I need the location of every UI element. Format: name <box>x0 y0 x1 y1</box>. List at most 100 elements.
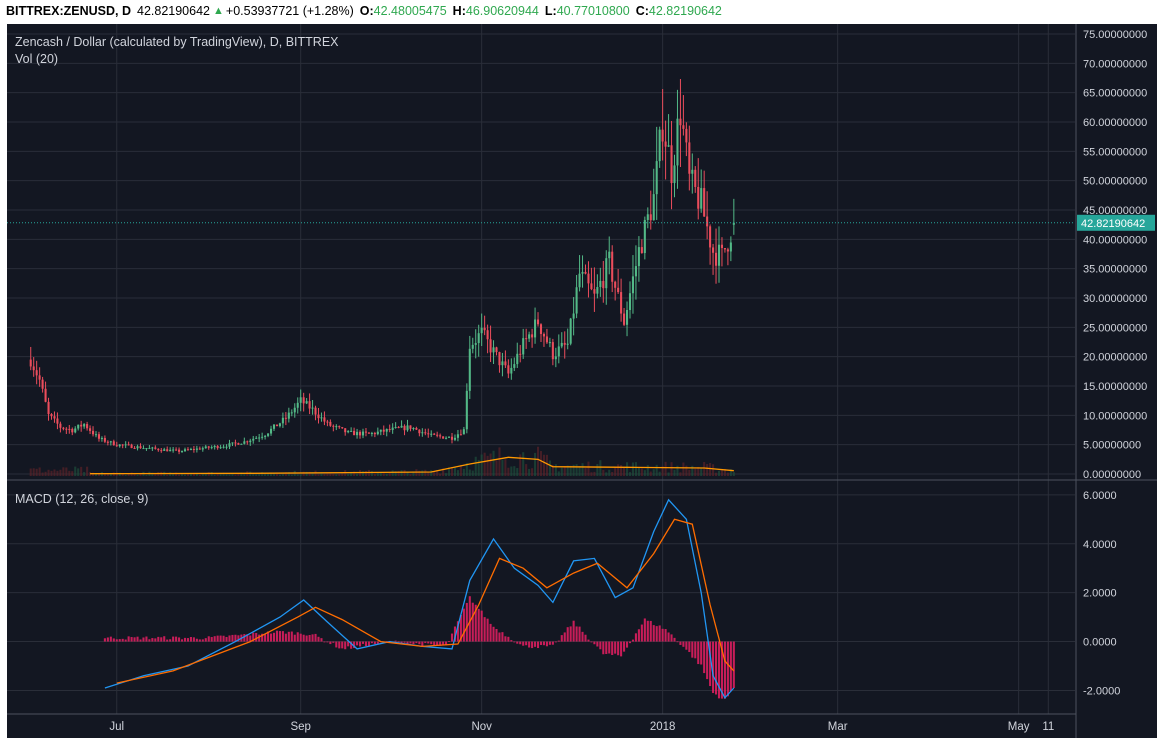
candle-body <box>201 448 204 450</box>
candle-body <box>103 437 106 442</box>
volume-bar <box>522 452 525 476</box>
volume-bar <box>29 468 32 476</box>
candle-body <box>329 421 332 426</box>
candle-body <box>572 313 575 319</box>
volume-bar <box>403 469 406 476</box>
candle-body <box>717 244 721 266</box>
candle-body <box>59 423 62 428</box>
macd-histogram-bar <box>103 638 106 642</box>
macd-histogram-bar <box>706 641 709 680</box>
volume-bar <box>465 463 468 476</box>
macd-histogram-bar <box>258 634 261 642</box>
open-value: 42.48005475 <box>373 4 447 18</box>
candle-body <box>726 249 729 252</box>
candle-body <box>551 342 554 360</box>
macd-histogram-bar <box>471 602 474 642</box>
chart-area[interactable]: 75.00000000 70.00000000 65.00000000 60.0000… <box>7 24 1157 738</box>
candle-body <box>323 417 326 422</box>
volume-bar <box>240 472 243 476</box>
candle-body <box>373 432 376 435</box>
volume-bar <box>649 471 652 476</box>
candle-body <box>388 428 391 430</box>
volume-bar <box>231 473 234 476</box>
volume-bar <box>115 472 118 476</box>
volume-bar <box>62 467 65 476</box>
volume-bar <box>364 471 368 476</box>
candle-body <box>631 276 635 294</box>
volume-bar <box>679 472 682 476</box>
macd-histogram-bar <box>189 636 192 642</box>
candle-body <box>643 219 646 254</box>
price-tick-label: 0.00000000 <box>1083 469 1141 481</box>
macd-histogram-bar <box>219 635 222 642</box>
volume-bar <box>178 474 181 476</box>
candle-body <box>498 352 501 366</box>
candle-body <box>581 271 584 274</box>
volume-bar <box>272 473 276 476</box>
volume-bar <box>136 474 139 476</box>
macd-histogram-bar <box>447 640 451 642</box>
candle-body <box>430 433 433 435</box>
candle-body <box>424 432 427 434</box>
volume-bar <box>213 474 216 476</box>
candle-body <box>385 428 388 432</box>
candle-body <box>80 424 83 427</box>
macd-histogram-bar <box>551 641 554 645</box>
volume-bar <box>554 464 557 476</box>
volume-bar <box>590 472 593 476</box>
candle-body <box>403 425 406 431</box>
candle-body <box>507 365 510 374</box>
macd-histogram-bar <box>412 641 415 645</box>
macd-histogram-bar <box>213 636 216 642</box>
macd-histogram-bar <box>169 639 172 642</box>
candle-body <box>661 129 664 142</box>
macd-histogram-bar <box>510 640 513 642</box>
candle-body <box>685 128 688 143</box>
macd-histogram-bar <box>545 641 548 647</box>
candle-body <box>130 444 133 448</box>
chart-svg[interactable]: 75.00000000 70.00000000 65.00000000 60.0000… <box>7 24 1157 738</box>
candle-body <box>216 446 219 449</box>
candle-body <box>664 141 667 147</box>
volume-bar <box>406 471 409 476</box>
macd-histogram-bar <box>415 641 418 644</box>
volume-bar <box>204 473 207 476</box>
macd-histogram-bar <box>584 634 587 642</box>
candle-body <box>723 248 726 250</box>
candle-body <box>634 266 637 277</box>
volume-bar <box>412 472 415 476</box>
macd-histogram-bar <box>720 641 724 699</box>
candle-body <box>394 426 397 428</box>
candle-body <box>115 445 118 447</box>
volume-bar <box>584 468 587 476</box>
macd-histogram-bar <box>109 636 112 642</box>
macd-histogram-bar <box>261 633 264 642</box>
macd-histogram-bar <box>394 640 397 642</box>
volume-bar <box>278 474 281 476</box>
macd-histogram-bar <box>717 641 721 699</box>
candle-body <box>71 428 74 433</box>
low-value: 40.77010800 <box>556 4 630 18</box>
candle-body <box>406 425 409 431</box>
candle-body <box>109 441 112 443</box>
price-tick-label: 20.00000000 <box>1083 352 1147 364</box>
volume-bar <box>382 473 385 476</box>
volume-bar <box>504 459 507 476</box>
volume-bar <box>216 473 219 476</box>
candle-body <box>625 309 629 325</box>
volume-bar <box>732 472 735 476</box>
macd-histogram-bar <box>605 641 608 655</box>
volume-bar <box>409 474 412 476</box>
candle-body <box>163 449 166 451</box>
price-tick-label: 5.00000000 <box>1083 440 1141 452</box>
macd-histogram-bar <box>462 608 465 642</box>
volume-bar <box>593 471 596 476</box>
volume-bar <box>127 474 130 476</box>
volume-bar <box>720 468 724 476</box>
volume-bar <box>670 462 673 476</box>
candle-body <box>284 417 287 419</box>
macd-histogram-bar <box>620 641 623 657</box>
time-tick-label: Jul <box>109 721 124 733</box>
symbol-label[interactable]: BITTREX:ZENUSD, D <box>6 4 131 18</box>
volume-bar <box>536 446 540 476</box>
